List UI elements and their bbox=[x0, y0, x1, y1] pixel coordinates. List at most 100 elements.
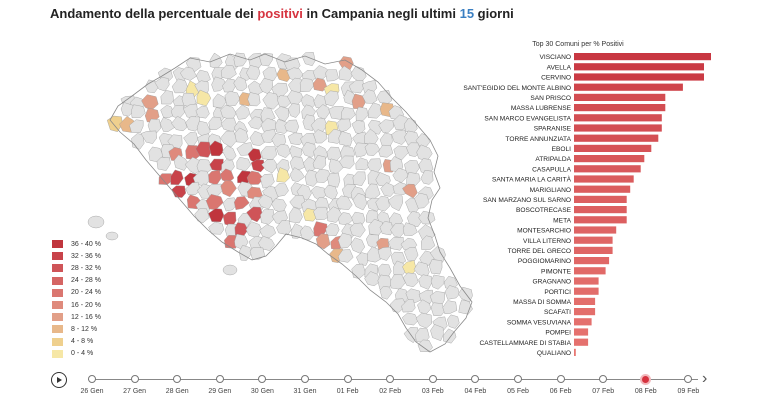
map-municipality[interactable] bbox=[417, 339, 433, 353]
map-municipality[interactable] bbox=[390, 222, 406, 238]
map-municipality[interactable] bbox=[430, 324, 444, 342]
map-municipality[interactable] bbox=[259, 224, 277, 239]
map-municipality[interactable] bbox=[351, 263, 367, 279]
map-municipality[interactable] bbox=[249, 247, 266, 260]
map-municipality[interactable] bbox=[314, 168, 332, 183]
bar[interactable] bbox=[574, 206, 627, 214]
map-municipality[interactable] bbox=[208, 116, 223, 130]
bar[interactable] bbox=[574, 257, 610, 265]
bar[interactable] bbox=[574, 308, 596, 316]
map-municipality[interactable] bbox=[257, 194, 273, 210]
map-municipality[interactable] bbox=[304, 169, 319, 187]
bar[interactable] bbox=[574, 348, 576, 356]
map-municipality[interactable] bbox=[325, 69, 339, 82]
bar[interactable] bbox=[574, 328, 589, 336]
map-municipality[interactable] bbox=[323, 184, 338, 201]
map-municipality[interactable] bbox=[160, 90, 174, 105]
map-municipality[interactable] bbox=[447, 314, 460, 329]
map-municipality[interactable] bbox=[376, 90, 393, 105]
map-municipality[interactable] bbox=[302, 156, 318, 172]
map-municipality[interactable] bbox=[247, 116, 264, 130]
bar[interactable] bbox=[574, 216, 627, 224]
map-municipality[interactable] bbox=[327, 172, 341, 188]
map-municipality[interactable] bbox=[275, 143, 292, 159]
map-municipality[interactable] bbox=[428, 259, 443, 275]
map-municipality[interactable] bbox=[420, 235, 436, 250]
map-municipality[interactable] bbox=[380, 182, 396, 197]
timeline-dot[interactable] bbox=[386, 375, 395, 383]
map-municipality[interactable] bbox=[274, 106, 290, 122]
map-municipality[interactable] bbox=[129, 119, 144, 134]
map-municipality[interactable] bbox=[183, 132, 199, 147]
map-municipality[interactable] bbox=[289, 156, 306, 170]
bar[interactable] bbox=[574, 185, 631, 193]
map-municipality[interactable] bbox=[313, 206, 330, 221]
map-municipality[interactable] bbox=[196, 89, 212, 107]
bar[interactable] bbox=[574, 104, 666, 112]
map-municipality[interactable] bbox=[220, 130, 238, 148]
map-municipality[interactable] bbox=[159, 117, 175, 132]
map-municipality[interactable] bbox=[171, 185, 187, 198]
map-municipality[interactable] bbox=[246, 206, 263, 223]
map-municipality[interactable] bbox=[260, 173, 275, 189]
map-municipality[interactable] bbox=[378, 144, 394, 158]
timeline-dot[interactable] bbox=[258, 375, 267, 383]
map-municipality[interactable] bbox=[195, 105, 210, 119]
map-municipality[interactable] bbox=[340, 107, 356, 121]
map-municipality[interactable] bbox=[274, 183, 289, 197]
map-municipality[interactable] bbox=[261, 159, 279, 174]
bar[interactable] bbox=[574, 175, 634, 183]
map-municipality[interactable] bbox=[430, 302, 445, 317]
map-municipality[interactable] bbox=[171, 115, 188, 132]
map-municipality[interactable] bbox=[170, 169, 184, 185]
map-municipality[interactable] bbox=[238, 245, 252, 261]
bar[interactable] bbox=[574, 83, 683, 91]
map-municipality[interactable] bbox=[364, 142, 381, 156]
map-municipality[interactable] bbox=[233, 76, 248, 92]
map-municipality[interactable] bbox=[353, 142, 369, 158]
map-municipality[interactable] bbox=[220, 117, 238, 133]
bar[interactable] bbox=[574, 155, 645, 163]
map-municipality[interactable] bbox=[316, 104, 331, 120]
bar[interactable] bbox=[574, 63, 704, 71]
map-municipality[interactable] bbox=[312, 77, 328, 92]
map-municipality[interactable] bbox=[335, 195, 353, 210]
map-municipality[interactable] bbox=[288, 206, 303, 224]
map-municipality[interactable] bbox=[393, 145, 409, 161]
map-municipality[interactable] bbox=[429, 246, 446, 263]
map-municipality[interactable] bbox=[420, 169, 434, 185]
map-municipality[interactable] bbox=[377, 246, 392, 261]
map-municipality[interactable] bbox=[140, 130, 158, 144]
map-municipality[interactable] bbox=[379, 285, 393, 300]
bar[interactable] bbox=[574, 114, 662, 122]
map-municipality[interactable] bbox=[258, 235, 275, 251]
map-municipality[interactable] bbox=[208, 221, 225, 235]
map-municipality[interactable] bbox=[348, 80, 364, 94]
map-municipality[interactable] bbox=[337, 118, 352, 133]
bar[interactable] bbox=[574, 124, 662, 132]
map-municipality[interactable] bbox=[234, 127, 249, 143]
map-municipality[interactable] bbox=[390, 274, 406, 290]
timeline-dot[interactable] bbox=[130, 375, 139, 383]
campania-map[interactable] bbox=[80, 40, 480, 358]
play-button[interactable] bbox=[51, 372, 67, 388]
map-municipality[interactable] bbox=[418, 210, 436, 225]
map-municipality[interactable] bbox=[301, 141, 316, 158]
map-municipality[interactable] bbox=[209, 158, 224, 172]
map-municipality[interactable] bbox=[352, 171, 366, 186]
map-municipality[interactable] bbox=[274, 119, 290, 134]
map-island[interactable] bbox=[87, 215, 105, 229]
map-municipality[interactable] bbox=[235, 104, 251, 120]
map-island[interactable] bbox=[222, 264, 238, 276]
bar[interactable] bbox=[574, 338, 589, 346]
map-municipality[interactable] bbox=[154, 77, 170, 92]
timeline-dot[interactable] bbox=[684, 375, 693, 383]
map-municipality[interactable] bbox=[247, 92, 261, 107]
bar[interactable] bbox=[574, 195, 627, 203]
map-municipality[interactable] bbox=[222, 145, 237, 161]
map-municipality[interactable] bbox=[391, 129, 409, 145]
map-municipality[interactable] bbox=[401, 299, 416, 313]
map-municipality[interactable] bbox=[222, 197, 238, 212]
bar[interactable] bbox=[574, 73, 704, 81]
map-municipality[interactable] bbox=[233, 196, 250, 210]
